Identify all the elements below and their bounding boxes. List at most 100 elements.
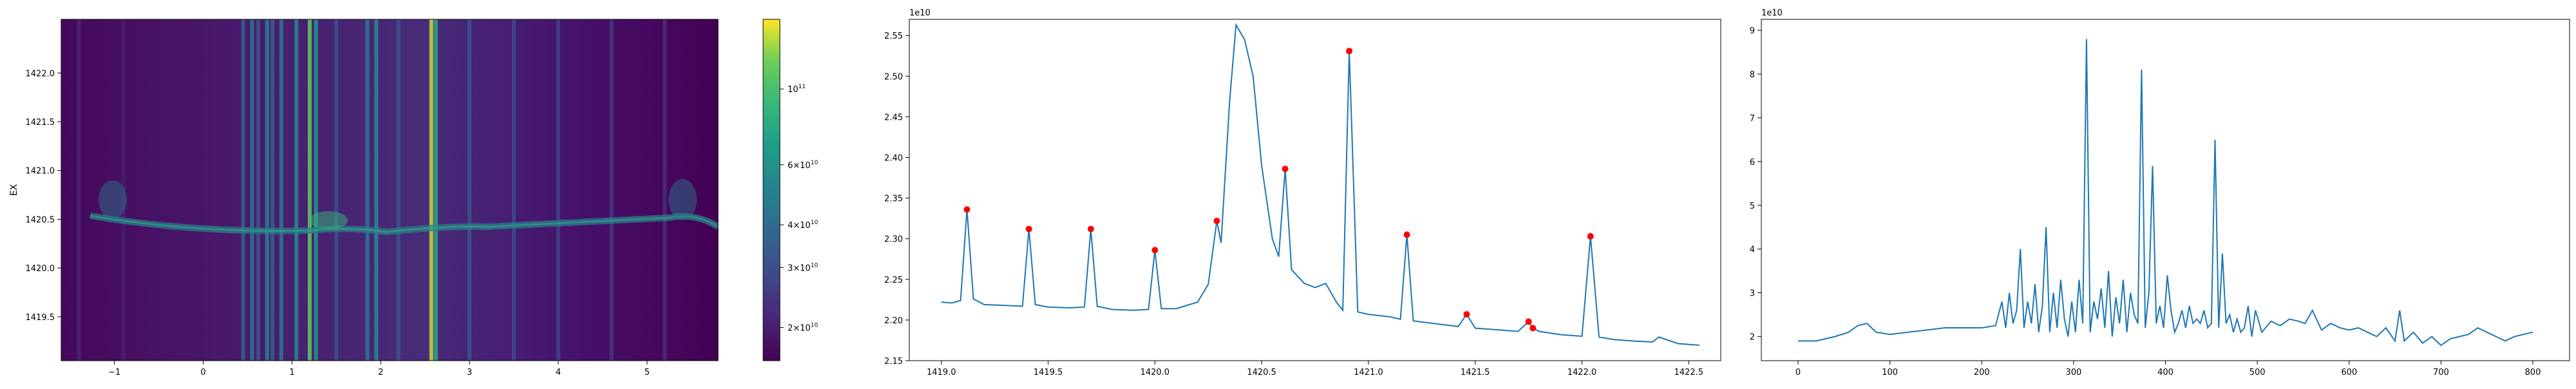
heatmap-x-tick-label: 5 [645, 368, 650, 377]
heatmap-band [334, 19, 339, 361]
peak-marker [1525, 318, 1532, 325]
index-y-axis: 2 3 4 5 6 7 8 9 [1750, 26, 1761, 343]
index-y-tick-label: 6 [1750, 158, 1755, 167]
peaks-y-axis: 2.15 2.20 2.25 2.30 2.35 2.40 2.45 2.50 2.55 [884, 32, 909, 366]
heatmap-band [556, 19, 560, 361]
peaks-x-tick-label: 1419.5 [1034, 368, 1063, 377]
heatmap-y-tick-label: 1420.0 [26, 264, 55, 274]
index-x-tick-label: 400 [2157, 368, 2174, 377]
index-y-tick-label: 3 [1750, 289, 1755, 299]
heatmap-band [429, 19, 433, 361]
peaks-x-tick-label: 1421.5 [1461, 368, 1490, 377]
heatmap-band [609, 19, 614, 361]
peaks-y-tick-label: 2.50 [884, 72, 903, 82]
index-x-tick-label: 800 [2525, 368, 2541, 377]
heatmap-band [250, 19, 254, 361]
index-x-axis: 0 100 200 300 400 500 600 700 800 [1795, 361, 2541, 377]
peaks-y-tick-label: 2.45 [884, 113, 903, 122]
heatmap-band [77, 19, 81, 361]
heatmap-band [256, 19, 260, 361]
peaks-x-tick-label: 1419.0 [927, 368, 956, 377]
peaks-x-tick-label: 1420.5 [1247, 368, 1276, 377]
peaks-y-exponent: 1e10 [909, 8, 931, 18]
index-y-tick-label: 4 [1750, 245, 1755, 255]
heatmap-y-tick-label: 1421.5 [26, 118, 55, 128]
peaks-y-tick-label: 2.25 [884, 276, 903, 285]
colorbar-tick-label: 6×1010 [788, 160, 818, 171]
heatmap-panel: −1 0 1 2 3 4 5 1419.5 1420.0 1420.5 1421.0 1421.5 1… [9, 19, 818, 377]
peaks-line-panel: 1e10 1419.0 1419.5 1420.0 1420.5 1421.0 1421.… [884, 8, 1721, 377]
heatmap-band [294, 19, 299, 361]
heatmap-x-axis: −1 0 1 2 3 4 5 [108, 361, 650, 377]
heatmap-band [121, 19, 126, 361]
index-x-tick-label: 600 [2341, 368, 2357, 377]
heatmap-band [433, 19, 438, 361]
index-x-tick-label: 100 [1882, 368, 1898, 377]
heatmap-band [270, 19, 275, 361]
colorbar-tick-label: 3×1010 [788, 262, 818, 273]
heatmap-x-tick-label: 3 [467, 368, 472, 377]
index-y-tick-label: 8 [1750, 70, 1755, 80]
peak-markers [963, 48, 1594, 332]
heatmap-x-tick-label: 0 [200, 368, 205, 377]
peaks-y-tick-label: 2.35 [884, 194, 903, 204]
peak-marker [1403, 231, 1410, 238]
peak-marker [1087, 225, 1094, 232]
colorbar [762, 19, 781, 361]
heatmap-y-tick-label: 1420.5 [26, 215, 55, 225]
heatmap-band [265, 19, 269, 361]
colorbar-tick-label: 1011 [788, 84, 806, 95]
index-y-tick-label: 5 [1750, 202, 1755, 211]
heatmap-y-tick-label: 1419.5 [26, 313, 55, 323]
index-y-exponent: 1e10 [1761, 8, 1783, 18]
peaks-x-axis: 1419.0 1419.5 1420.0 1420.5 1421.0 1421.5 1422… [927, 361, 1703, 377]
heatmap-band [663, 19, 667, 361]
colorbar-tick-label: 4×1010 [788, 220, 818, 231]
heatmap-background [61, 19, 718, 361]
index-x-tick-label: 300 [2065, 368, 2081, 377]
heatmap-ridge [90, 179, 718, 236]
heatmap-x-tick-label: 2 [378, 368, 383, 377]
peaks-x-tick-label: 1422.5 [1674, 368, 1704, 377]
peak-marker [963, 206, 971, 213]
peaks-x-tick-label: 1420.0 [1141, 368, 1170, 377]
peaks-y-tick-label: 2.15 [884, 357, 903, 366]
peak-marker [1530, 325, 1537, 332]
index-line-panel: 1e10 0 100 200 300 400 500 600 700 800 2 3 4 5 6 7 8 9 [1750, 8, 2570, 377]
heatmap-band [241, 19, 245, 361]
heatmap-y-tick-label: 1422.0 [26, 69, 55, 79]
peaks-y-tick-label: 2.40 [884, 154, 903, 164]
index-x-tick-label: 200 [1974, 368, 1990, 377]
heatmap-ylabel: EX [9, 184, 19, 196]
peaks-plot-frame [909, 19, 1721, 361]
heatmap-x-tick-label: −1 [108, 368, 120, 377]
peak-marker [1151, 247, 1159, 254]
heatmap-frame [61, 19, 719, 361]
peak-marker [1587, 232, 1594, 240]
peaks-y-tick-label: 2.55 [884, 32, 903, 41]
heatmap-band [511, 19, 516, 361]
peaks-y-tick-label: 2.20 [884, 316, 903, 326]
colorbar-tick-label: 2×1010 [788, 323, 818, 334]
peak-marker [1346, 48, 1353, 55]
peaks-x-tick-label: 1421.0 [1354, 368, 1383, 377]
peak-marker [1463, 311, 1470, 318]
peak-marker [1282, 166, 1289, 173]
peaks-x-tick-label: 1422.0 [1567, 368, 1597, 377]
peaks-y-tick-label: 2.30 [884, 235, 903, 245]
heatmap-band [314, 19, 318, 361]
index-x-tick-label: 700 [2433, 368, 2449, 377]
heatmap-band [307, 19, 312, 361]
index-y-tick-label: 2 [1750, 333, 1755, 343]
heatmap-bands [77, 19, 667, 361]
heatmap-x-tick-label: 4 [556, 368, 561, 377]
heatmap-band [365, 19, 370, 361]
index-x-tick-label: 500 [2249, 368, 2266, 377]
heatmap-band [396, 19, 401, 361]
heatmap-x-tick-label: 1 [289, 368, 294, 377]
index-series-line [1798, 39, 2533, 346]
heatmap-band [279, 19, 283, 361]
index-y-tick-label: 9 [1750, 26, 1755, 36]
heatmap-y-tick-label: 1421.0 [26, 167, 55, 176]
